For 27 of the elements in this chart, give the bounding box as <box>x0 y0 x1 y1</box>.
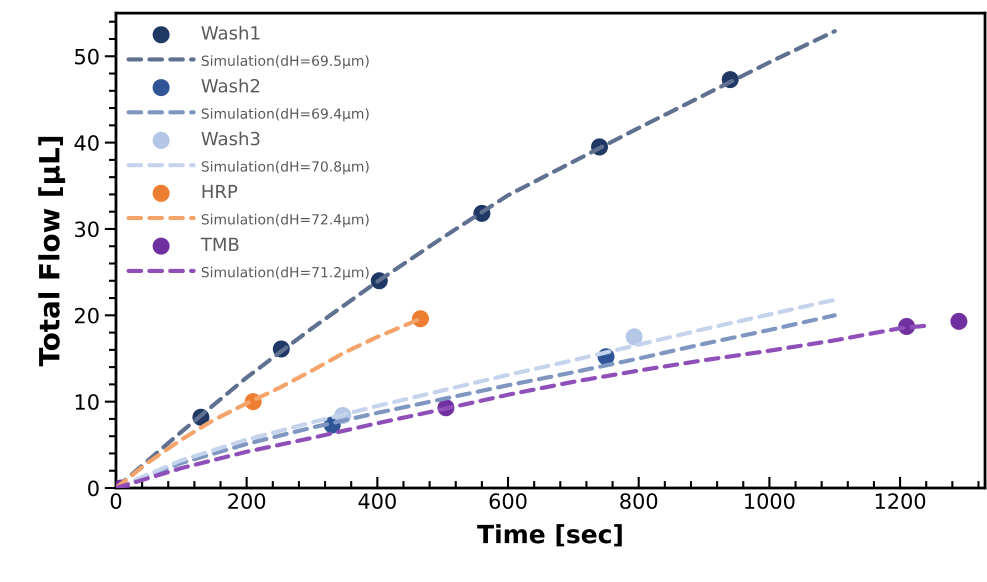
legend-label: Wash1 <box>201 26 260 40</box>
y-tick-label: 20 <box>75 308 99 324</box>
x-tick-label: 0 <box>110 493 122 509</box>
legend-label: Simulation(dH=71.2μm) <box>202 266 369 280</box>
legend-label: Wash2 <box>201 78 260 93</box>
x-tick-label: 1200 <box>876 493 926 509</box>
x-axis-title: Time [sec] <box>477 524 622 546</box>
x-tick-label: 1000 <box>745 493 795 509</box>
x-tick-label: 800 <box>620 493 658 509</box>
y-tick-label: 40 <box>74 135 99 151</box>
point <box>950 312 968 330</box>
legend-label: Simulation(dH=69.4μm) <box>202 108 369 122</box>
legend-label: HRP <box>202 184 238 198</box>
legend-label: Simulation(dH=70.8μm) <box>202 160 369 174</box>
legend-label: Simulation(dH=72.4μm) <box>202 214 369 228</box>
y-tick-label: 0 <box>88 480 99 496</box>
point <box>626 328 643 346</box>
y-tick-label: 50 <box>75 48 99 64</box>
legend-label: TMB <box>200 238 239 251</box>
y-tick-label: 10 <box>76 394 99 410</box>
y-axis-title: Total Flow [μL] <box>38 136 66 366</box>
y-tick-label: 30 <box>75 221 99 238</box>
legend-label: Wash3 <box>201 131 260 146</box>
x-tick-label: 600 <box>490 493 527 509</box>
x-tick-label: 200 <box>228 493 266 509</box>
x-tick-label: 400 <box>358 493 396 509</box>
legend-label: Simulation(dH=69.5μm) <box>202 55 369 69</box>
